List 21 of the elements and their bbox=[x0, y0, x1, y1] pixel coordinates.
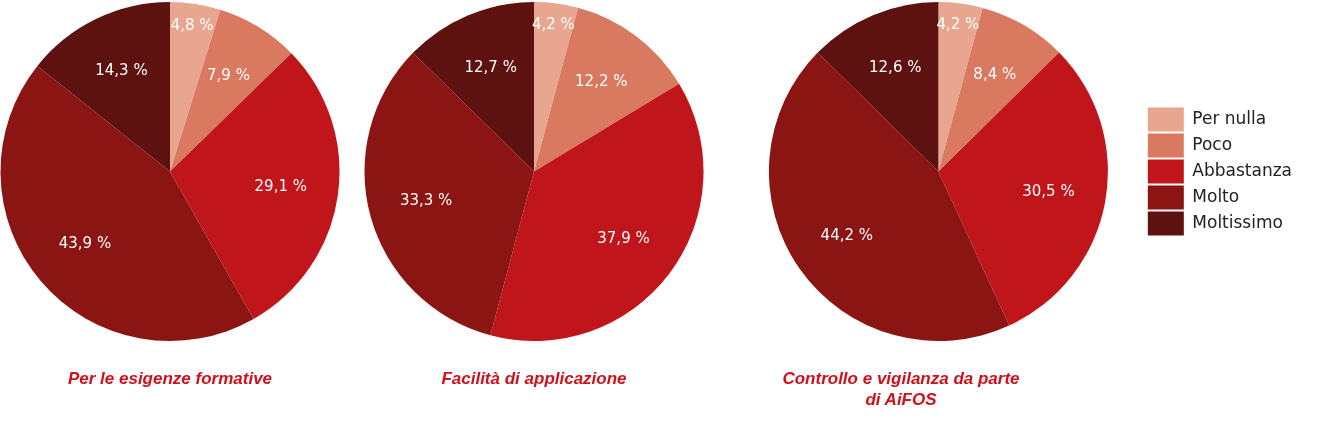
data-label: 7,9 % bbox=[207, 66, 250, 85]
data-label: 8,4 % bbox=[973, 64, 1017, 83]
legend-label: Molto bbox=[1192, 185, 1240, 206]
legend-label: Per nulla bbox=[1192, 107, 1267, 128]
data-label: 33,3 % bbox=[399, 190, 453, 209]
data-label: 12,2 % bbox=[575, 72, 628, 91]
data-label: 12,7 % bbox=[464, 58, 517, 77]
data-label: 30,5 % bbox=[1022, 181, 1075, 200]
text: Controllo e vigilanza da parte di AiFOS bbox=[781, 368, 1021, 410]
legend-label: Moltissimo bbox=[1192, 211, 1283, 232]
data-label: 14,3 % bbox=[95, 60, 148, 79]
data-label: 44,2 % bbox=[820, 225, 874, 244]
text: Per le esigenze formative bbox=[66, 368, 274, 389]
legend-label: Abbastanza bbox=[1192, 159, 1292, 180]
data-label: 29,1 % bbox=[254, 177, 307, 196]
data-label: 12,6 % bbox=[869, 58, 922, 77]
data-label: 37,9 % bbox=[597, 228, 650, 247]
text: Facilità di applicazione bbox=[440, 368, 628, 389]
data-label: 4,8 % bbox=[170, 15, 214, 34]
legend-label: Poco bbox=[1192, 133, 1233, 154]
data-label: 43,9 % bbox=[58, 234, 112, 253]
